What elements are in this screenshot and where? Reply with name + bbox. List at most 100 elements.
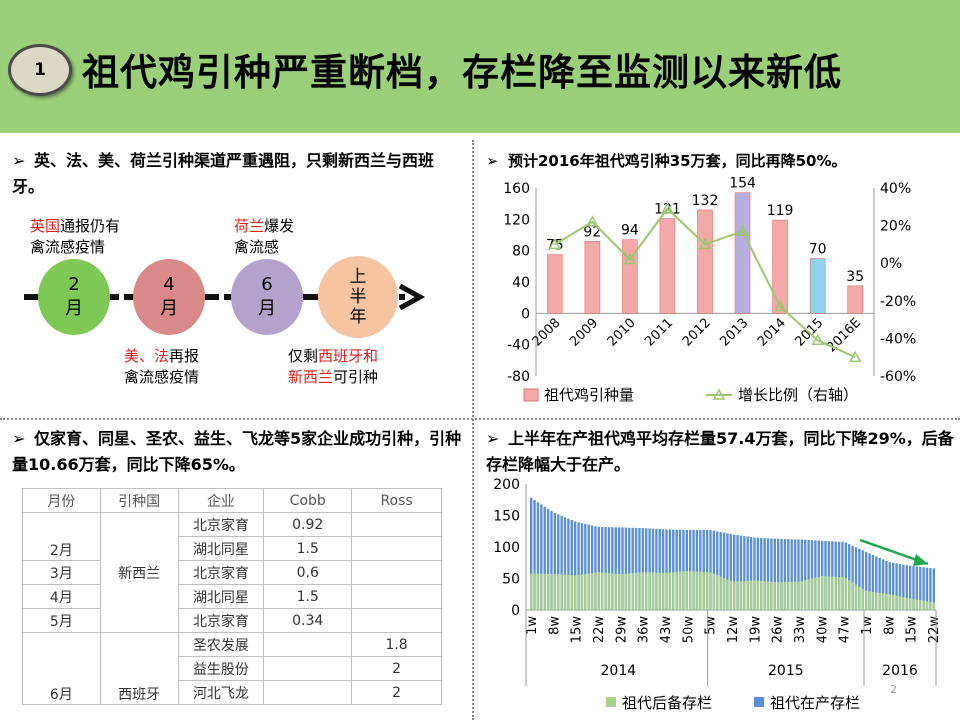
y2-tick-label: 20% xyxy=(880,219,911,235)
ross-cell: 1.8 xyxy=(351,632,442,657)
production-bar xyxy=(638,527,641,610)
x-tick-label: 2009 xyxy=(567,316,601,350)
vertical-divider xyxy=(472,140,474,720)
production-bar xyxy=(712,530,716,610)
company-cell: 北京家育 xyxy=(177,608,265,633)
reserve-bar xyxy=(597,572,601,610)
reserve-bar xyxy=(699,571,702,610)
timeline-circle-feb: 2 月 xyxy=(38,259,110,335)
timeline-circle-apr: 4 月 xyxy=(133,259,205,335)
production-bar xyxy=(804,539,807,610)
reserve-bar xyxy=(915,599,919,610)
data-label: 35 xyxy=(846,269,864,285)
production-bar xyxy=(661,529,665,610)
reserve-bar xyxy=(766,581,770,610)
reserve-bar xyxy=(780,582,783,610)
reserve-bar xyxy=(661,572,665,610)
reserve-bar xyxy=(678,571,682,610)
reserve-bar xyxy=(607,573,611,610)
reserve-bar xyxy=(621,573,624,610)
reserve-bar xyxy=(743,580,746,610)
production-bar xyxy=(631,527,634,610)
x-tick-label: 22w xyxy=(592,616,607,644)
reserve-bar xyxy=(634,572,638,610)
reserve-bar xyxy=(912,599,915,610)
reserve-bar xyxy=(712,573,716,610)
y-tick-label: 150 xyxy=(493,509,520,525)
reserve-bar xyxy=(902,597,905,610)
reserve-bar xyxy=(709,572,712,610)
production-bar xyxy=(763,538,766,610)
production-bar xyxy=(827,541,831,610)
reserve-bar xyxy=(577,574,580,610)
reserve-bar xyxy=(716,575,719,610)
company-cell: 湖北同星 xyxy=(177,536,265,561)
bar xyxy=(584,240,601,314)
table-header: 企业 xyxy=(177,488,265,513)
reserve-bar xyxy=(848,580,851,610)
bar xyxy=(546,254,563,314)
x-tick-label: 2012 xyxy=(680,316,714,350)
reserve-bar xyxy=(530,573,533,610)
production-bar xyxy=(817,540,820,610)
reserve-bar xyxy=(587,573,590,610)
q3-bullet: ➢ 仅家育、同星、圣农、益生、飞龙等5家企业成功引种，引种量10.66万套，同比下… xyxy=(12,426,467,478)
reserve-bar xyxy=(617,573,621,610)
ross-cell: 2 xyxy=(351,680,442,705)
reserve-bar xyxy=(726,579,729,610)
production-bar xyxy=(597,526,601,610)
production-bar xyxy=(580,523,584,610)
data-label: 132 xyxy=(692,193,719,209)
reserve-bar xyxy=(763,581,766,610)
page-number: 2 xyxy=(890,683,897,696)
production-bar xyxy=(871,554,875,610)
reserve-bar xyxy=(834,576,837,610)
growth-point xyxy=(661,202,674,214)
production-bar xyxy=(854,547,858,610)
growth-point xyxy=(848,350,862,362)
reserve-bar xyxy=(807,579,810,610)
x-tick-label: 1w xyxy=(860,616,875,635)
data-label: 154 xyxy=(729,176,756,192)
x-tick-label: 2011 xyxy=(642,316,676,350)
production-bar xyxy=(705,529,709,610)
reserve-bar xyxy=(804,580,807,610)
timeline-note-netherlands: 荷兰爆发 禽流感 xyxy=(234,217,295,256)
year-label: 2014 xyxy=(601,663,637,679)
reserve-bar xyxy=(733,581,736,610)
growth-point xyxy=(773,299,787,312)
reserve-bar xyxy=(827,576,831,610)
page-title: 祖代鸡引种严重断档，存栏降至监测以来新低 xyxy=(82,51,842,94)
table-row: 4月 湖北同星 1.5 xyxy=(22,584,442,609)
table-row: 5月 北京家育 0.34 xyxy=(22,608,442,633)
x-tick-label: 2010 xyxy=(605,316,639,350)
reserve-bar xyxy=(685,571,689,610)
production-bar xyxy=(611,527,614,610)
reserve-bar xyxy=(675,571,678,610)
reserve-bar xyxy=(655,572,658,610)
bar xyxy=(697,209,713,314)
bar xyxy=(847,285,864,314)
year-label: 2015 xyxy=(768,663,804,679)
inventory-chart: 0 50 100 150 200 1w 8w 15w 22w 29w 36w 43w 50w 5w 12w 1… xyxy=(493,477,942,712)
timeline-note-spain-nz: 仅剩西班牙和 新西兰可引种 xyxy=(288,347,379,386)
production-bar xyxy=(885,560,888,610)
reserve-bar xyxy=(773,582,776,610)
ross-cell: 2 xyxy=(351,656,442,681)
x-tick-label: 15w xyxy=(570,616,585,644)
production-bar xyxy=(726,533,729,610)
cobb-cell xyxy=(263,632,353,657)
company-cell: 北京家育 xyxy=(177,512,265,537)
reserve-bar xyxy=(824,576,827,610)
x-tick-label: 19w xyxy=(748,616,763,644)
reserve-bar xyxy=(851,582,854,610)
production-bar xyxy=(590,525,594,610)
month-cell: 3月 xyxy=(22,560,101,585)
production-bar xyxy=(675,529,678,610)
production-bar xyxy=(902,564,905,610)
table-row: 河北飞龙 2 xyxy=(23,680,442,705)
production-bar xyxy=(668,529,672,610)
production-bar xyxy=(530,497,533,610)
cobb-cell: 1.5 xyxy=(263,536,353,561)
reserve-bar xyxy=(601,572,604,610)
